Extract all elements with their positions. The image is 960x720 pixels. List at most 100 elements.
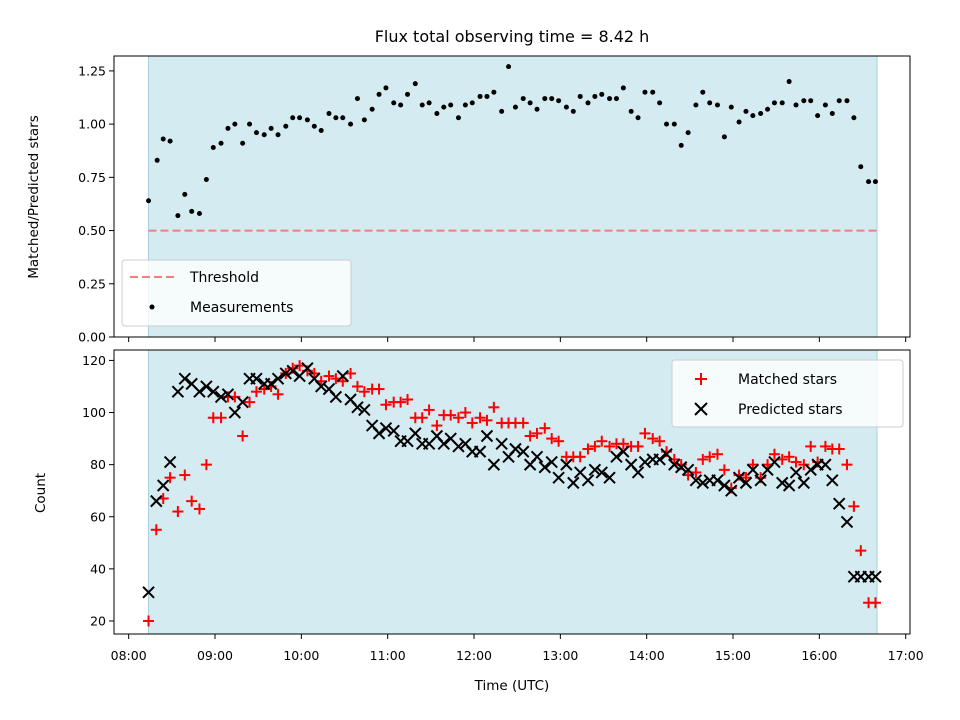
- matched-star-point: [819, 440, 831, 452]
- y-tick-label: 120: [82, 353, 106, 368]
- measurement-point: [369, 106, 375, 112]
- measurement-point: [448, 102, 454, 108]
- measurement-point: [391, 100, 397, 106]
- measurement-point: [434, 110, 440, 116]
- measurement-point: [311, 123, 317, 129]
- matched-star-point: [143, 615, 155, 627]
- measurement-point: [253, 130, 259, 136]
- matched-star-point: [272, 388, 284, 400]
- predicted-star-point: [250, 372, 263, 385]
- measurement-point: [247, 121, 253, 127]
- matched-star-point: [481, 414, 493, 426]
- matched-star-point: [459, 407, 471, 419]
- predicted-star-point: [711, 474, 724, 487]
- predicted-star-point: [193, 385, 206, 398]
- measurement-point: [872, 179, 878, 185]
- measurement-point: [771, 100, 777, 106]
- predicted-star-point: [279, 367, 293, 380]
- matched-star-point: [704, 451, 716, 463]
- matched-star-point: [617, 438, 629, 450]
- measurement-point: [520, 96, 526, 102]
- measurement-point: [786, 79, 792, 85]
- top-x-ticks: [128, 337, 907, 342]
- measurement-point: [361, 117, 367, 123]
- measurement-point: [736, 119, 742, 125]
- measurement-point: [592, 93, 598, 99]
- y-tick-label: 0.50: [78, 223, 106, 238]
- top-axes-frame: [113, 55, 911, 338]
- matched-star-point: [186, 495, 198, 507]
- matched-star-point: [452, 412, 464, 424]
- measurement-point: [340, 115, 346, 121]
- predicted-star-point: [789, 466, 803, 479]
- matched-star-point: [150, 524, 162, 536]
- measurement-point: [419, 102, 425, 108]
- measurement-point: [635, 115, 641, 121]
- matched-star-point: [776, 453, 788, 465]
- measurement-point: [275, 132, 281, 138]
- bottom-y-axis-label: Count: [33, 473, 49, 513]
- predicted-star-point: [336, 369, 349, 383]
- matched-star-point: [654, 435, 666, 447]
- matched-star-point: [768, 448, 780, 460]
- matched-star-point: [445, 409, 457, 421]
- y-tick-label: 60: [90, 509, 106, 524]
- matched-star-point: [531, 427, 543, 439]
- matched-star-point: [783, 451, 795, 463]
- matched-star-point: [805, 440, 817, 452]
- matched-star-point: [632, 440, 644, 452]
- matched-star-point: [351, 380, 363, 392]
- predicted-star-point: [840, 515, 854, 529]
- predicted-star-point: [595, 466, 608, 479]
- predicted-star-point: [732, 471, 746, 484]
- measurement-point: [642, 89, 648, 95]
- matched-star-point: [358, 386, 370, 398]
- measurement-point: [240, 140, 246, 146]
- matched-star-point: [524, 430, 536, 442]
- matched-star-point: [200, 459, 212, 471]
- matched-star-point: [488, 401, 500, 413]
- x-tick-label: 16:00: [801, 648, 837, 663]
- predicted-star-point: [329, 390, 343, 404]
- bottom-legend: Matched stars Predicted stars: [671, 359, 904, 428]
- measurement-point: [577, 93, 583, 99]
- predicted-star-point: [214, 390, 228, 404]
- predicted-star-point: [754, 474, 767, 487]
- measurement-point: [866, 179, 872, 185]
- predicted-star-point: [480, 429, 494, 443]
- matched-star-point: [308, 367, 320, 379]
- predicted-star-point: [286, 364, 299, 378]
- measurement-point: [426, 100, 432, 106]
- predicted-star-point: [207, 385, 220, 398]
- matched-star-point: [402, 394, 414, 406]
- y-tick-label: 80: [90, 457, 106, 472]
- measurement-point: [700, 89, 706, 95]
- matched-star-point: [574, 451, 586, 463]
- measurement-point: [801, 98, 807, 104]
- measurement-point: [549, 96, 555, 102]
- measurement-point: [527, 100, 533, 106]
- matched-star-point: [740, 472, 752, 484]
- measurement-point: [685, 130, 691, 136]
- predicted-star-point: [603, 471, 616, 484]
- matched-star-point: [747, 459, 759, 471]
- matched-star-point: [323, 370, 335, 382]
- x-tick-label: 15:00: [715, 648, 751, 663]
- matched-star-point: [697, 453, 709, 465]
- predicted-star-point: [725, 484, 738, 497]
- measurement-point: [268, 125, 274, 131]
- x-tick-label: 11:00: [370, 648, 406, 663]
- measurement-point: [326, 110, 332, 116]
- predicted-star-point: [696, 476, 710, 490]
- predicted-star-point: [372, 427, 386, 440]
- matched-star-point: [869, 597, 881, 609]
- measurement-point: [499, 108, 505, 114]
- measurement-point: [196, 211, 202, 217]
- measurement-point: [750, 113, 756, 119]
- measurement-point: [851, 115, 857, 121]
- predicted-star-point: [560, 458, 573, 471]
- matched-star-point: [711, 448, 723, 460]
- measurement-point: [599, 91, 605, 97]
- measurement-point: [556, 98, 562, 104]
- measurement-point: [398, 102, 404, 108]
